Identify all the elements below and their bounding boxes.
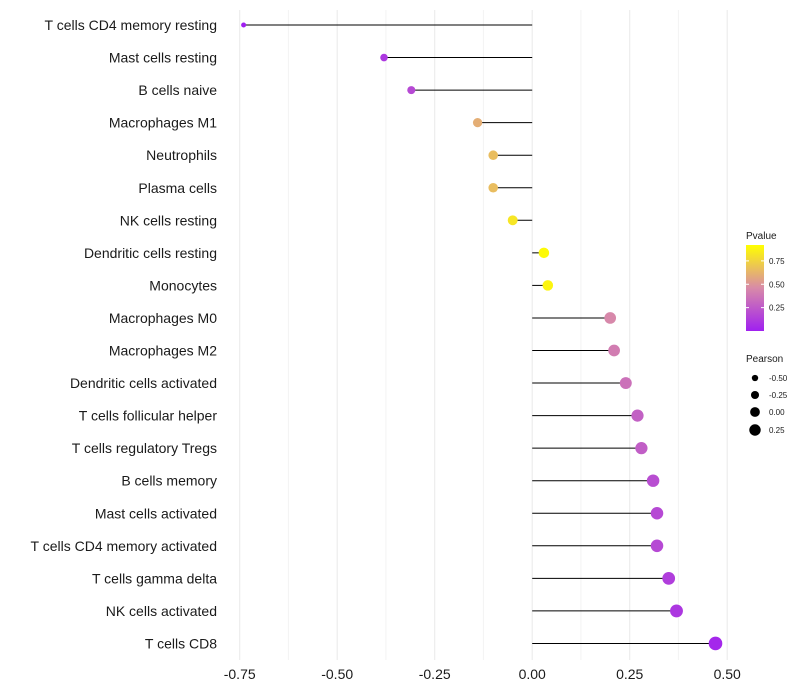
category-label: T cells CD4 memory activated — [31, 538, 217, 554]
size-legend-items: -0.50 -0.25 0.00 0.25 — [749, 374, 788, 436]
x-tick-label: -0.50 — [321, 666, 353, 682]
size-legend-label: 0.00 — [769, 408, 785, 417]
lollipop-dot — [241, 22, 247, 28]
lollipop-dot — [650, 539, 664, 553]
color-legend-tick-label: 0.25 — [769, 304, 785, 313]
lollipop-dot — [472, 118, 483, 128]
category-label: Macrophages M0 — [109, 310, 217, 326]
size-legend-label: -0.50 — [769, 374, 788, 383]
color-legend-bar — [746, 245, 764, 331]
category-labels: T cells CD4 memory resting Mast cells res… — [31, 17, 218, 651]
color-legend-ticks: 0.75 0.50 0.25 — [746, 257, 785, 313]
category-label: NK cells activated — [106, 603, 217, 619]
size-legend-dot — [749, 424, 761, 436]
category-label: Dendritic cells resting — [84, 245, 217, 261]
lollipop-dot — [631, 409, 644, 422]
color-legend-tick-label: 0.50 — [769, 280, 785, 289]
category-label: T cells CD4 memory resting — [45, 17, 217, 33]
lollipop-dot — [708, 636, 723, 651]
category-label: T cells follicular helper — [79, 408, 218, 424]
size-legend-label: 0.25 — [769, 426, 785, 435]
category-label: Mast cells activated — [95, 505, 217, 521]
x-tick-label: -0.25 — [419, 666, 451, 682]
lollipop-dot — [538, 247, 550, 259]
dots — [241, 22, 723, 651]
category-label: Neutrophils — [146, 147, 217, 163]
category-label: NK cells resting — [120, 212, 217, 228]
size-legend-dot — [751, 374, 759, 382]
lollipop-dot — [670, 604, 683, 618]
category-label: B cells naive — [138, 82, 217, 98]
lollipop-dot — [650, 506, 664, 520]
lollipop-dot — [542, 280, 554, 291]
stems — [243, 24, 716, 644]
grid — [239, 10, 728, 660]
lollipop-dot — [507, 215, 518, 226]
category-label: Mast cells resting — [109, 50, 217, 66]
lollipop-dot — [662, 571, 676, 585]
lollipop-dot — [635, 442, 648, 455]
x-tick-label: -0.75 — [224, 666, 256, 682]
lollipop-dot — [619, 377, 632, 390]
x-tick-label: 0.00 — [519, 666, 546, 682]
size-legend-dot — [750, 407, 760, 417]
color-legend-title: Pvalue — [746, 231, 777, 242]
size-legend-title: Pearson — [746, 354, 783, 365]
lollipop-dot — [604, 312, 617, 324]
lollipop-dot — [407, 86, 416, 95]
x-tick-label: 0.25 — [616, 666, 643, 682]
legend: Pvalue 0.75 0.50 0.25 Pearson -0.50 -0.25 0.… — [746, 231, 788, 436]
x-tick-label: 0.50 — [714, 666, 741, 682]
lollipop-dot — [488, 150, 498, 160]
category-label: Macrophages M1 — [109, 115, 217, 131]
category-label: B cells memory — [121, 473, 217, 489]
category-label: T cells gamma delta — [92, 570, 217, 586]
category-label: Plasma cells — [138, 180, 217, 196]
x-axis-ticks: -0.75 -0.50 -0.25 0.00 0.25 0.50 — [224, 666, 741, 682]
lollipop-dot — [488, 182, 498, 193]
category-label: Macrophages M2 — [109, 343, 217, 359]
color-legend-tick-label: 0.75 — [769, 257, 785, 266]
category-label: Dendritic cells activated — [70, 375, 217, 391]
lollipop-dot — [380, 53, 388, 62]
size-legend-dot — [750, 390, 760, 400]
category-label: Monocytes — [149, 277, 217, 293]
lollipop-dot — [608, 344, 620, 357]
category-label: T cells regulatory Tregs — [72, 440, 217, 456]
size-legend-label: -0.25 — [769, 391, 788, 400]
category-label: T cells CD8 — [145, 635, 217, 651]
lollipop-dot — [646, 474, 660, 487]
